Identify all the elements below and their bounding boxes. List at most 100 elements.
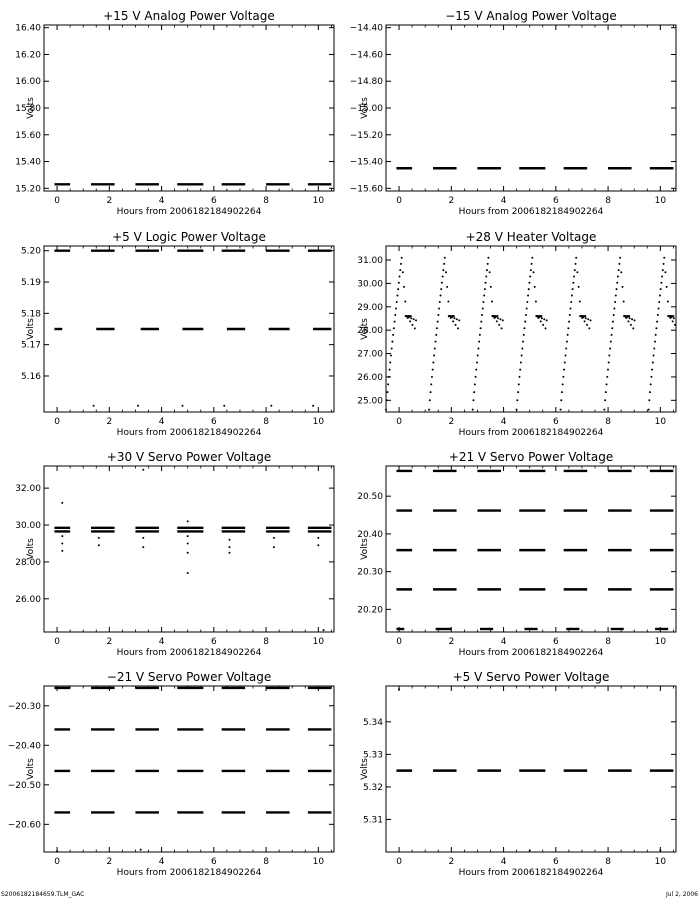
data-point: [616, 281, 619, 284]
data-point: [444, 271, 447, 274]
y-tick-label: 15.20: [15, 184, 41, 194]
data-point: [663, 256, 666, 259]
data-point: [524, 314, 527, 317]
data-point: [441, 275, 444, 278]
data-point: [500, 327, 503, 330]
data-point: [583, 320, 586, 323]
plot-frame: [385, 685, 677, 853]
data-point: [567, 327, 570, 330]
x-axis-label: Hours from 2006182184902264: [459, 868, 604, 878]
data-point: [228, 546, 231, 549]
data-point: [615, 288, 618, 291]
data-point: [436, 320, 439, 323]
plot-frame: [385, 24, 677, 192]
data-point: [604, 391, 607, 394]
x-tick-label: 10: [313, 637, 325, 647]
data-point: [545, 319, 548, 322]
data-point: [474, 375, 477, 378]
x-tick-label: 2: [106, 417, 112, 427]
data-point: [430, 383, 433, 386]
data-point: [665, 285, 668, 288]
data-point: [440, 281, 443, 284]
data-point: [97, 536, 100, 539]
data-point: [397, 281, 400, 284]
data-point: [525, 307, 528, 310]
data-point: [61, 549, 64, 552]
y-tick-label: 20.40: [357, 530, 383, 540]
data-point: [573, 269, 576, 272]
data-point: [471, 408, 474, 411]
data-point: [489, 285, 492, 288]
chart-title: +15 V Analog Power Voltage: [103, 9, 275, 23]
data-point: [272, 536, 275, 539]
data-point: [499, 318, 502, 321]
x-tick-label: 2: [106, 196, 112, 206]
x-tick-label: 10: [313, 417, 325, 427]
data-point: [578, 300, 581, 303]
data-point: [606, 375, 609, 378]
data-point: [611, 320, 614, 323]
data-point: [585, 323, 588, 326]
x-tick-label: 6: [553, 417, 559, 427]
data-point: [620, 271, 623, 274]
x-tick-label: 0: [396, 417, 402, 427]
x-tick-label: 6: [553, 637, 559, 647]
data-point: [671, 320, 674, 323]
data-point: [654, 333, 657, 336]
data-point: [317, 544, 320, 547]
data-point: [528, 849, 531, 852]
data-point: [662, 262, 665, 265]
data-point: [501, 319, 504, 322]
data-point: [387, 383, 390, 386]
x-tick-label: 8: [605, 857, 611, 867]
x-tick-label: 0: [396, 857, 402, 867]
y-axis-label: Volts: [360, 97, 370, 119]
data-point: [573, 275, 576, 278]
data-point: [621, 285, 624, 288]
x-tick-label: 0: [396, 196, 402, 206]
data-point: [524, 320, 527, 323]
data-point: [392, 333, 395, 336]
data-point: [631, 318, 634, 321]
data-point: [385, 408, 387, 411]
chart-panel-5: +30 V Servo Power Voltage 0 2 4 6 8 10 Hours fr…: [15, 450, 335, 658]
data-point: [664, 271, 667, 274]
data-point: [412, 318, 415, 321]
data-point: [413, 327, 416, 330]
x-tick-label: 2: [106, 637, 112, 647]
data-point: [431, 368, 434, 371]
data-point: [432, 361, 435, 364]
data-point: [498, 323, 501, 326]
data-point: [605, 383, 608, 386]
data-point: [560, 399, 563, 402]
data-point: [390, 347, 393, 350]
data-point: [568, 314, 571, 317]
x-tick-label: 2: [106, 857, 112, 867]
data-point: [453, 317, 456, 320]
x-tick-label: 8: [263, 196, 269, 206]
data-point: [186, 542, 189, 545]
data-point: [385, 399, 388, 402]
y-tick-label: 31.00: [357, 256, 383, 266]
data-point: [534, 300, 537, 303]
y-tick-label: −20.40: [8, 741, 42, 751]
data-point: [653, 347, 656, 350]
data-point: [400, 256, 403, 259]
data-point: [435, 333, 438, 336]
plot-frame: [385, 245, 677, 413]
data-point: [484, 281, 487, 284]
data-point: [561, 383, 564, 386]
data-point: [483, 294, 486, 297]
x-tick-label: 10: [655, 857, 667, 867]
y-tick-label: 32.00: [15, 484, 41, 494]
data-point: [270, 404, 273, 407]
data-point: [658, 294, 661, 297]
y-tick-label: 20.30: [357, 568, 383, 578]
x-tick-label: 10: [313, 196, 325, 206]
data-point: [575, 256, 578, 259]
data-point: [540, 317, 543, 320]
x-axis-label: Hours from 2006182184902264: [117, 428, 262, 438]
data-point: [485, 275, 488, 278]
data-point: [228, 538, 231, 541]
data-point: [612, 314, 615, 317]
